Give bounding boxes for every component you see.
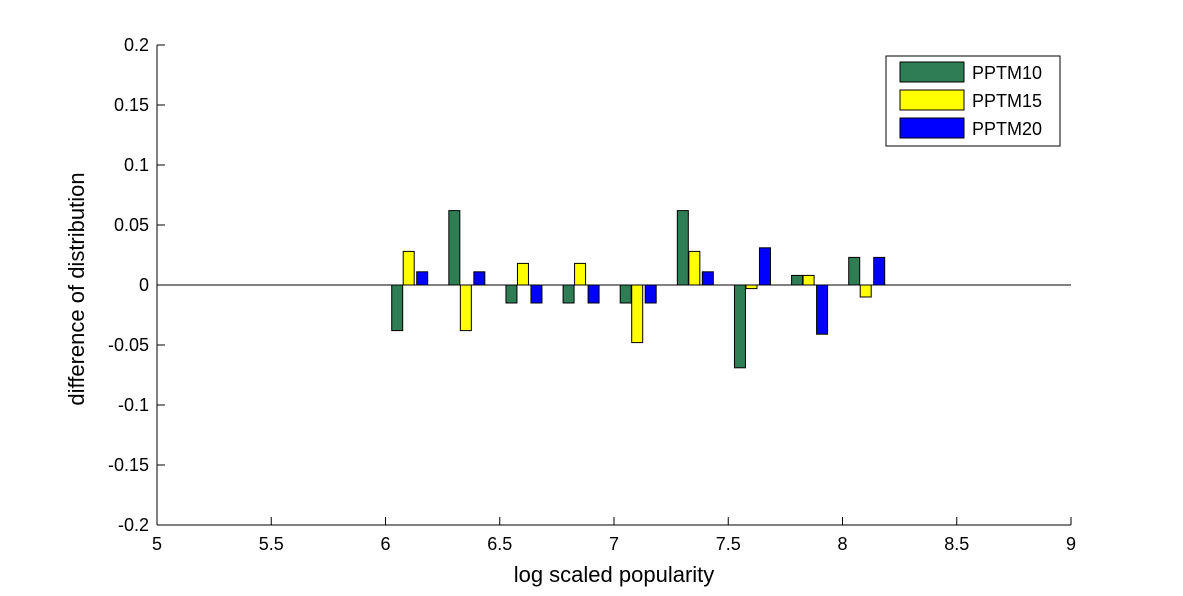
y-tick-label: 0.1 <box>124 155 149 175</box>
y-tick-label: 0.15 <box>114 95 149 115</box>
bar-pptm10-7 <box>791 274 804 286</box>
y-tick-label: -0.2 <box>118 515 149 535</box>
bar-pptm15-4 <box>631 284 644 344</box>
y-tick-label: 0 <box>139 275 149 295</box>
bar-pptm15-2 <box>516 262 529 286</box>
bar-pptm20-5 <box>701 271 714 286</box>
legend-label-pptm20: PPTM20 <box>972 119 1042 139</box>
y-axis-label: difference of distribution <box>64 172 89 405</box>
y-tick-label: -0.1 <box>118 395 149 415</box>
bar-pptm20-2 <box>530 284 543 304</box>
bar-pptm10-4 <box>619 284 632 304</box>
bar-pptm20-0 <box>416 271 429 286</box>
bar-pptm15-7 <box>802 274 815 286</box>
x-tick-label: 7.5 <box>716 534 741 554</box>
x-axis-label: log scaled popularity <box>514 562 715 587</box>
legend-swatch-pptm20 <box>899 117 965 139</box>
bar-pptm15-8 <box>859 284 872 298</box>
bar-pptm20-8 <box>873 256 886 286</box>
x-tick-label: 6.5 <box>487 534 512 554</box>
bar-pptm10-2 <box>505 284 518 304</box>
legend-label-pptm10: PPTM10 <box>972 63 1042 83</box>
x-tick-label: 7 <box>609 534 619 554</box>
bar-pptm20-7 <box>816 284 829 335</box>
bar-pptm10-1 <box>448 210 461 286</box>
bar-pptm15-3 <box>574 262 587 286</box>
bars-layer <box>391 210 886 369</box>
x-tick-label: 8 <box>837 534 847 554</box>
legend: PPTM10 PPTM15 PPTM20 <box>885 55 1061 147</box>
x-tick-label: 5.5 <box>259 534 284 554</box>
x-tick-label: 9 <box>1066 534 1076 554</box>
bar-pptm20-3 <box>587 284 600 304</box>
y-tick-label: -0.15 <box>108 455 149 475</box>
bar-pptm15-5 <box>688 250 701 286</box>
axes <box>156 44 1072 526</box>
y-tick-label: 0.05 <box>114 215 149 235</box>
y-tick-label: -0.05 <box>108 335 149 355</box>
legend-swatch-pptm15 <box>899 89 965 111</box>
bar-pptm20-6 <box>758 247 771 286</box>
x-tick-label: 8.5 <box>944 534 969 554</box>
x-tick-label: 5 <box>152 534 162 554</box>
bar-pptm15-1 <box>459 284 472 332</box>
bar-pptm15-0 <box>402 250 415 286</box>
bar-pptm10-0 <box>391 284 404 332</box>
bar-pptm10-6 <box>733 284 746 369</box>
bar-pptm10-3 <box>562 284 575 304</box>
bar-pptm10-5 <box>676 210 689 286</box>
y-tick-label: 0.2 <box>124 35 149 55</box>
bar-pptm20-1 <box>473 271 486 286</box>
bar-pptm10-8 <box>848 256 861 286</box>
legend-swatch-pptm10 <box>899 61 965 83</box>
tick-labels: 5 5.5 6 6.5 7 7.5 8 8.5 9 0.2 0.15 0.1 0.05 0 -0.05 -0.… <box>108 35 1076 554</box>
bar-pptm15-6 <box>745 284 758 290</box>
bar-pptm20-4 <box>644 284 657 304</box>
legend-label-pptm15: PPTM15 <box>972 91 1042 111</box>
x-tick-label: 6 <box>380 534 390 554</box>
